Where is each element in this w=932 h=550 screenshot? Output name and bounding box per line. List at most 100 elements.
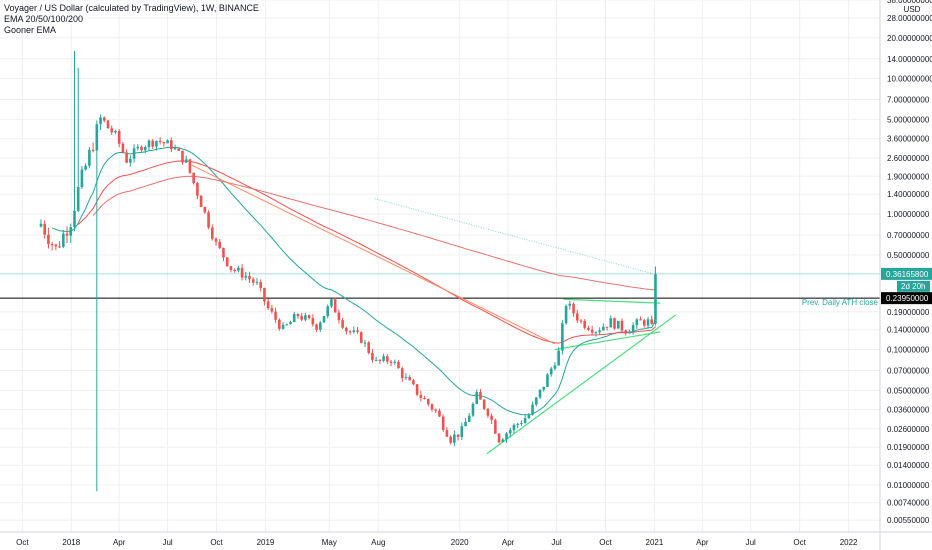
time-tick-label: Jul bbox=[551, 538, 561, 547]
time-axis[interactable]: Oct 2018 Apr Jul Oct 2019 May Aug 2020 Apr Jul Oct 2… bbox=[0, 531, 932, 547]
candle-body bbox=[598, 330, 601, 333]
candle-body bbox=[270, 308, 274, 312]
candle-body bbox=[486, 408, 490, 416]
candle-body bbox=[155, 140, 158, 147]
candle-body bbox=[352, 330, 356, 333]
candle bbox=[304, 312, 307, 322]
candle-body bbox=[73, 210, 76, 228]
legend-ema[interactable]: EMA 20/50/100/200 bbox=[4, 14, 84, 24]
candle-body bbox=[214, 238, 218, 242]
candle bbox=[479, 389, 482, 400]
candle bbox=[397, 360, 400, 369]
time-tick-label: Aug bbox=[371, 538, 385, 547]
candle bbox=[326, 304, 330, 319]
price-tick-label: 0.70000000 bbox=[887, 231, 930, 240]
candle-body bbox=[58, 246, 61, 248]
candle bbox=[579, 318, 583, 324]
candle-body bbox=[255, 282, 259, 284]
time-tick-label: Oct bbox=[599, 538, 612, 547]
candle bbox=[203, 206, 207, 214]
candle-body bbox=[415, 384, 419, 395]
candle bbox=[240, 264, 244, 281]
candle-body bbox=[520, 423, 523, 425]
candle bbox=[333, 297, 337, 313]
candle-body bbox=[397, 361, 400, 369]
candle bbox=[259, 279, 263, 292]
candle bbox=[281, 322, 285, 330]
candle bbox=[143, 145, 147, 154]
price-axis[interactable]: 38.00000000 28.00000000 20.00000000 14.0000… bbox=[879, 0, 932, 550]
candle bbox=[516, 422, 519, 429]
price-tick-label: 0.05000000 bbox=[887, 386, 930, 395]
candle bbox=[311, 314, 315, 327]
candle-body bbox=[170, 140, 173, 150]
candle bbox=[95, 120, 99, 492]
candle bbox=[646, 316, 650, 329]
candle bbox=[449, 435, 452, 445]
candle bbox=[605, 326, 609, 331]
candle-body bbox=[583, 320, 587, 328]
candle bbox=[382, 353, 385, 363]
countdown-value: 2d 20h bbox=[901, 282, 925, 291]
candle bbox=[456, 434, 460, 441]
candle bbox=[643, 318, 646, 328]
legend-gooner-ema[interactable]: Gooner EMA bbox=[4, 25, 57, 35]
candle-body bbox=[654, 273, 657, 324]
legend-title[interactable]: Voyager / US Dollar (calculated by Tradi… bbox=[4, 3, 259, 13]
candle-body bbox=[333, 299, 337, 313]
candle bbox=[467, 413, 471, 423]
time-tick-label: May bbox=[322, 538, 337, 547]
candles bbox=[39, 50, 657, 492]
candle bbox=[527, 413, 531, 420]
candle bbox=[225, 257, 229, 267]
price-tick-label: 5.00000000 bbox=[887, 115, 930, 124]
price-tick-label: 0.07000000 bbox=[887, 367, 930, 376]
candle bbox=[445, 427, 449, 438]
grid bbox=[0, 0, 880, 532]
candle bbox=[292, 311, 296, 323]
candle bbox=[434, 408, 438, 414]
candle-body bbox=[192, 172, 195, 184]
candle-body bbox=[140, 146, 143, 151]
candle-body bbox=[222, 247, 225, 258]
candle-body bbox=[363, 342, 367, 344]
candle-body bbox=[263, 287, 266, 302]
candle-body bbox=[229, 266, 233, 270]
time-tick-label: 2018 bbox=[62, 538, 80, 547]
candle-body bbox=[609, 318, 613, 328]
candle-body bbox=[408, 377, 411, 381]
candle-body bbox=[516, 423, 519, 425]
candle-body bbox=[549, 368, 553, 375]
candle-body bbox=[292, 314, 296, 323]
candle bbox=[453, 430, 456, 447]
price-tick-label: 20.00000000 bbox=[887, 34, 932, 43]
price-tick-label: 3.60000000 bbox=[887, 135, 930, 144]
candle-body bbox=[572, 303, 575, 314]
candle bbox=[184, 155, 188, 164]
candle bbox=[426, 398, 430, 407]
candle bbox=[561, 319, 564, 355]
candle-body bbox=[557, 350, 560, 366]
candle bbox=[65, 226, 69, 244]
candle bbox=[151, 139, 154, 149]
candle-body bbox=[114, 130, 117, 133]
candle-body bbox=[590, 329, 594, 333]
candle bbox=[572, 302, 575, 317]
candle bbox=[173, 144, 177, 150]
price-tick-label: 1.90000000 bbox=[887, 172, 930, 181]
price-tick-label: 0.01400000 bbox=[887, 461, 930, 470]
candle-body bbox=[110, 128, 114, 133]
price-tags: Prev. Daily ATH close 0.36165800 2d 20h 0.2… bbox=[802, 267, 932, 307]
time-tick-label: 2022 bbox=[840, 538, 858, 547]
candle bbox=[47, 227, 50, 249]
candle-body bbox=[248, 275, 251, 280]
price-tick-label: 7.00000000 bbox=[887, 96, 930, 105]
candle bbox=[181, 150, 184, 165]
candle-body bbox=[121, 143, 125, 153]
candle-body bbox=[47, 234, 50, 245]
candle-body bbox=[233, 269, 236, 271]
candle bbox=[170, 137, 173, 152]
ath-projection-line bbox=[374, 198, 655, 275]
